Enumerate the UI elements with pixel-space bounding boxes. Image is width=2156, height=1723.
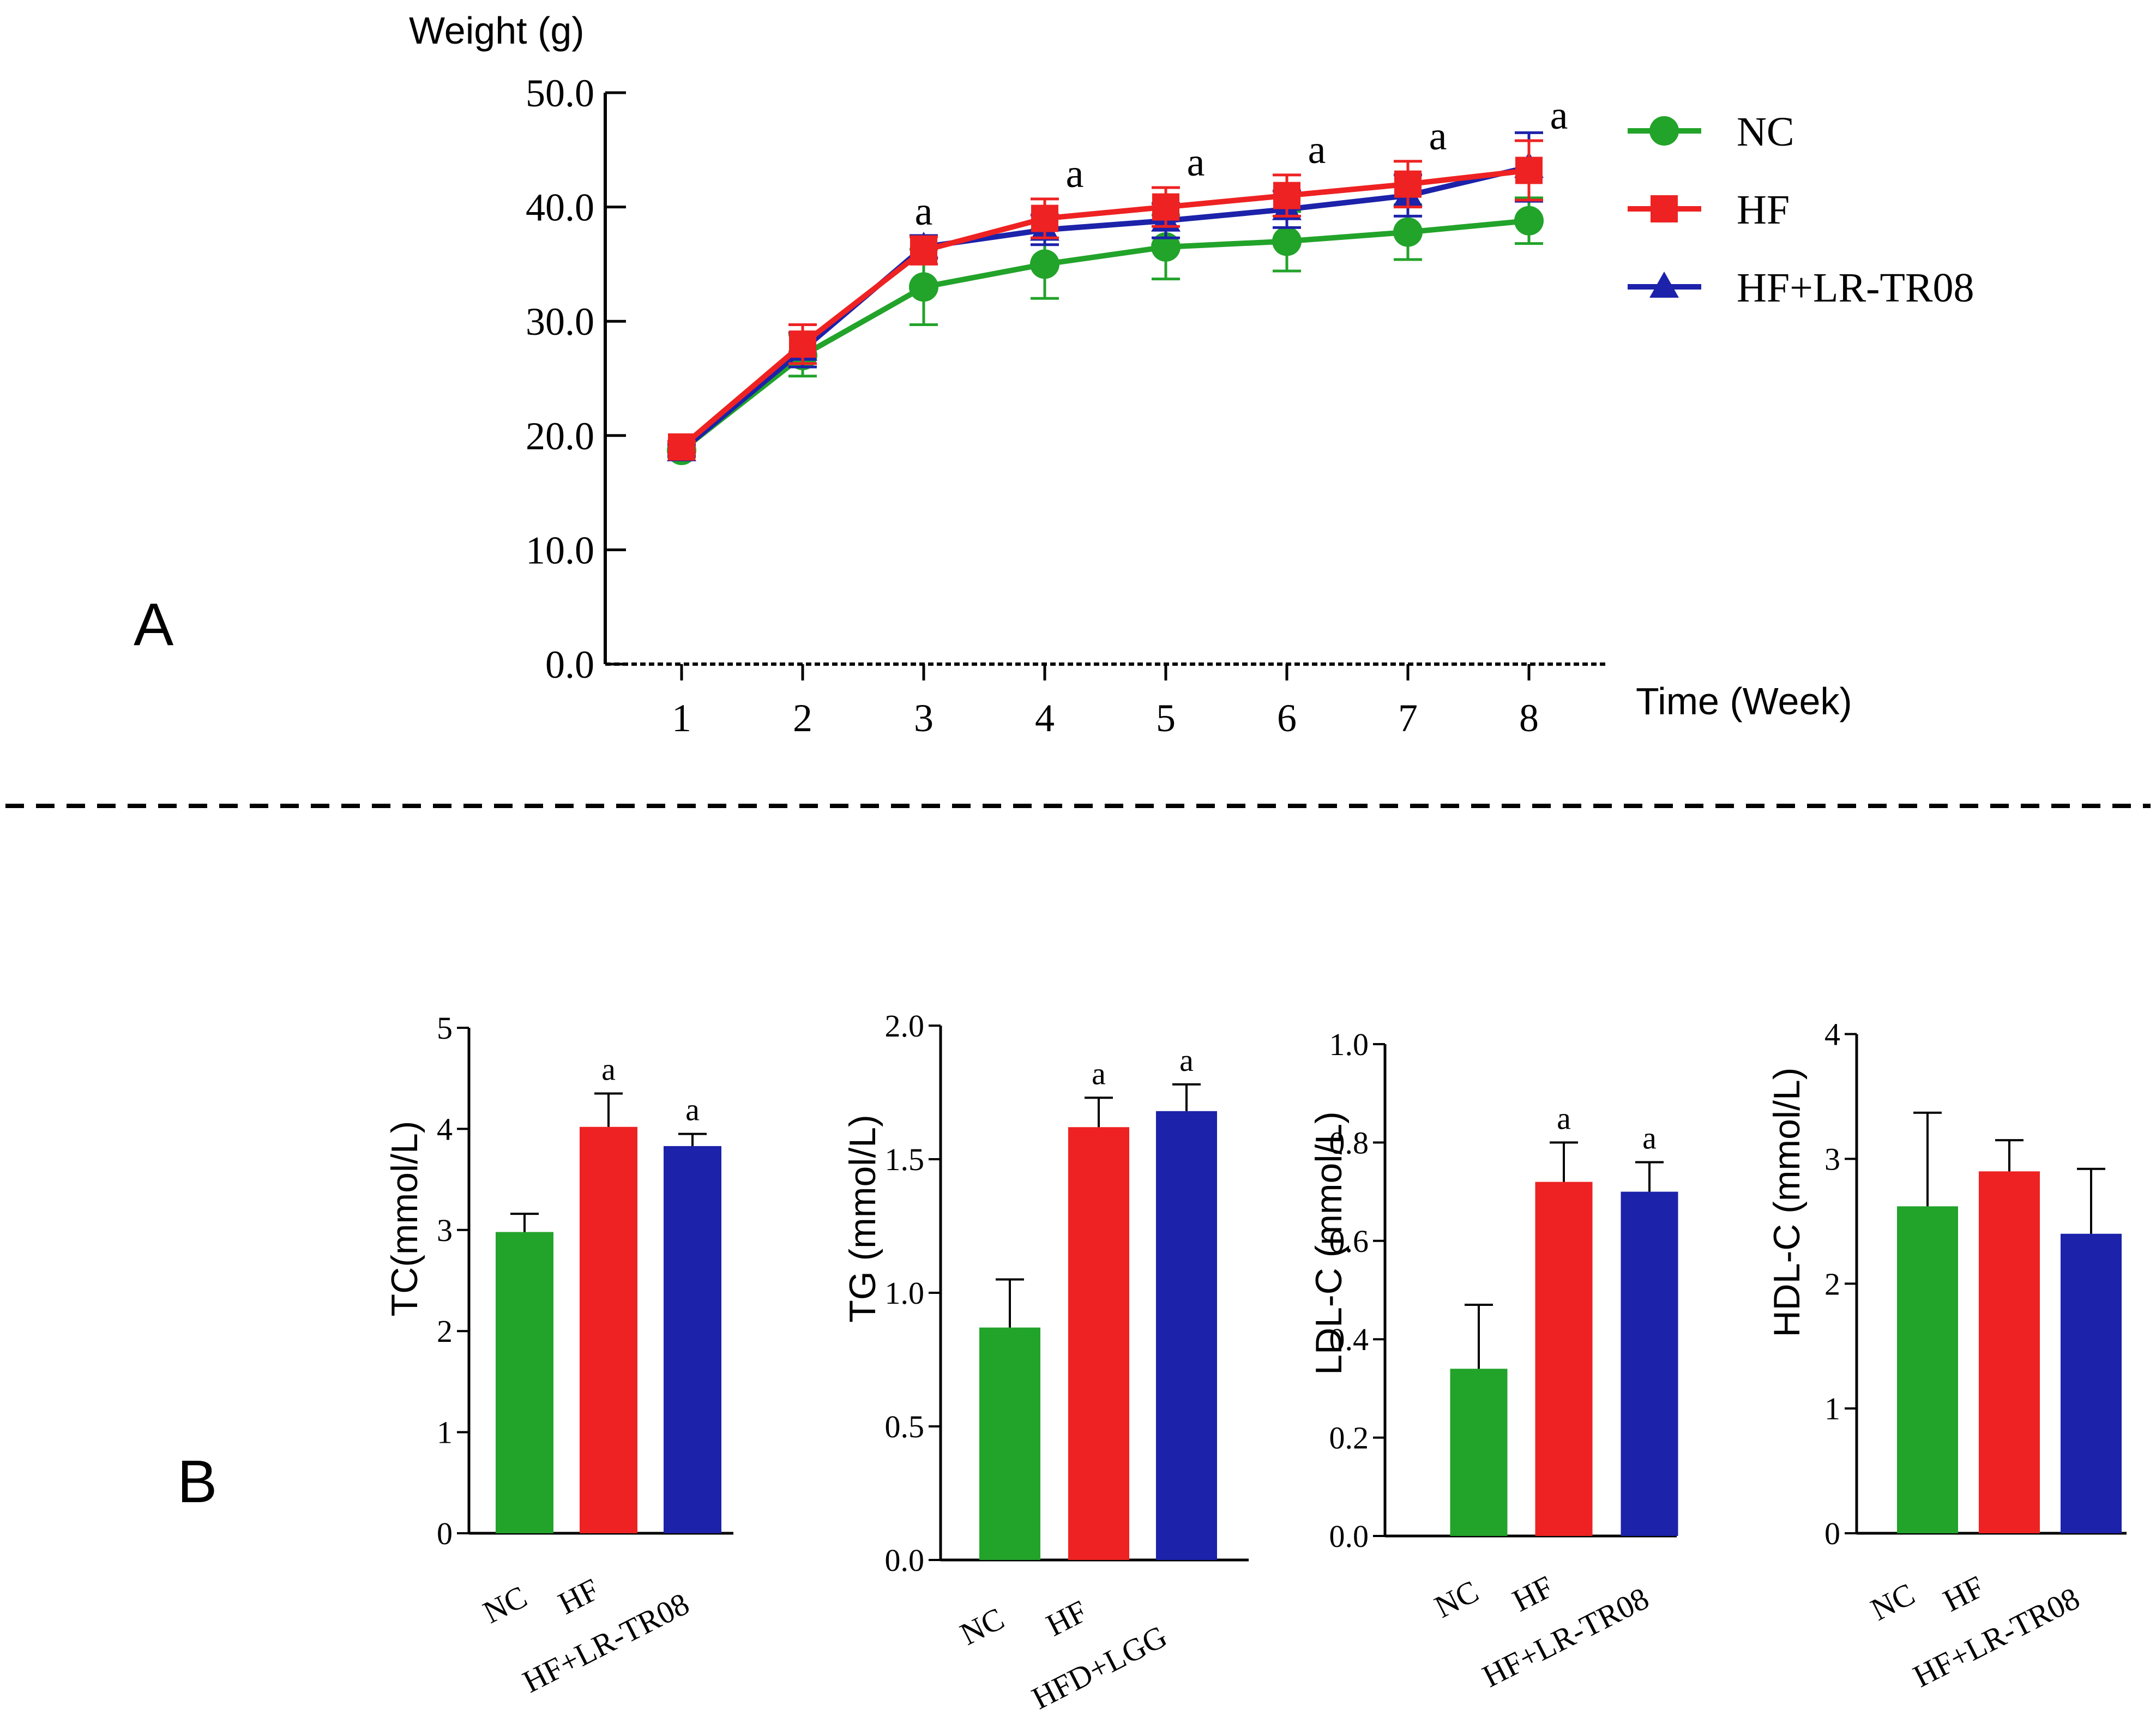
significance-label: a — [1308, 128, 1326, 172]
y-tick-label: 3 — [437, 1213, 453, 1248]
data-point — [1393, 217, 1423, 247]
y-tick-label: 4 — [437, 1111, 453, 1147]
y-tick-label: 3 — [1824, 1141, 1840, 1177]
data-point — [910, 237, 937, 264]
y-tick-label: 0.6 — [1329, 1224, 1369, 1259]
significance-label: a — [1557, 1100, 1571, 1136]
bar-hf — [1535, 1182, 1593, 1536]
y-axis-title: Weight (g) — [409, 9, 585, 52]
y-tick-label: 0 — [1824, 1516, 1840, 1551]
data-point — [1151, 232, 1181, 262]
y-tick-label: 4 — [1824, 1017, 1840, 1052]
series-line-nc — [679, 218, 1529, 453]
significance-label: a — [1066, 152, 1084, 196]
legend-label: HF — [1737, 187, 1790, 233]
y-tick-label: 2 — [437, 1314, 453, 1349]
data-point — [1515, 156, 1543, 184]
significance-label: a — [685, 1092, 700, 1128]
legend-entry-hf-lr-tr08: HF+LR-TR08 — [1628, 265, 1974, 311]
data-point — [1031, 204, 1058, 232]
x-axis-title: Time (Week) — [1636, 680, 1852, 722]
y-tick-label: 10.0 — [526, 528, 594, 572]
y-tick-label: 2 — [1824, 1266, 1840, 1302]
data-point — [1273, 182, 1300, 209]
x-tick-label: 3 — [914, 696, 934, 740]
x-tick-label: 6 — [1277, 696, 1297, 740]
y-tick-label: 0.8 — [1329, 1125, 1369, 1160]
y-tick-label: 30.0 — [526, 300, 594, 344]
y-tick-label: 0.0 — [545, 643, 594, 686]
bar-hf-lr-tr08 — [1621, 1191, 1678, 1536]
bar-nc — [1450, 1369, 1508, 1536]
x-tick-label: 5 — [1156, 696, 1176, 740]
panel-a-label: A — [134, 591, 174, 658]
y-tick-label: 40.0 — [526, 186, 594, 230]
weight-line-chart: 0.0 10.0 20.0 30.0 40.0 50.0 1 2 3 4 5 6 7 8 Weight (g… — [409, 9, 1974, 740]
series-hf — [667, 139, 1543, 461]
significance-label: a — [601, 1052, 616, 1087]
legend-label: HF+LR-TR08 — [1737, 265, 1974, 311]
y-axis-title: TG (mmol/L) — [842, 1114, 883, 1323]
y-tick-label: 5 — [437, 1010, 453, 1046]
x-tick-label: 4 — [1035, 696, 1055, 740]
data-point — [1272, 226, 1302, 256]
legend-marker — [1649, 116, 1679, 146]
y-tick-label: 2.0 — [885, 1008, 925, 1044]
y-axis-title: HDL-C (mmol/L) — [1766, 1068, 1808, 1338]
y-tick-label: 0.0 — [1329, 1519, 1369, 1554]
y-tick-label: 1 — [437, 1415, 453, 1450]
legend-marker — [1651, 195, 1678, 222]
y-axis-title: LDL-C (mmol/L) — [1308, 1111, 1350, 1375]
legend-label: NC — [1737, 109, 1794, 155]
x-tick-label: 1 — [672, 696, 691, 740]
y-tick-label: 0.5 — [885, 1409, 925, 1444]
bar-nc — [1897, 1206, 1958, 1533]
x-tick-label: 7 — [1398, 696, 1418, 740]
bar-nc — [496, 1232, 553, 1533]
significance-label: a — [1092, 1056, 1106, 1091]
significance-label: a — [1187, 140, 1205, 185]
y-tick-label: 1.0 — [1329, 1027, 1369, 1062]
data-point — [1514, 206, 1544, 236]
significance-label: a — [1179, 1043, 1194, 1078]
bar-hf-lr-tr08 — [664, 1146, 721, 1533]
data-point — [668, 433, 695, 461]
x-tick-label: 2 — [793, 696, 812, 740]
significance-label: a — [1642, 1120, 1657, 1155]
legend-marker — [1649, 272, 1679, 298]
data-point — [1030, 249, 1059, 279]
bar-hf — [1979, 1171, 2040, 1533]
bar-hf — [580, 1126, 637, 1533]
y-tick-label: 0.2 — [1329, 1420, 1369, 1456]
y-tick-label: 1.5 — [885, 1142, 925, 1177]
y-tick-label: 1.0 — [885, 1275, 925, 1311]
y-axis-title: TC(mmol/L) — [384, 1121, 425, 1317]
series-line-hf-lr-tr08 — [679, 164, 1530, 453]
significance-label: a — [1429, 114, 1447, 159]
y-tick-label: 1 — [1824, 1391, 1840, 1426]
data-point — [1152, 193, 1179, 221]
legend-entry-nc: NC — [1628, 109, 1794, 155]
bar-nc — [979, 1327, 1040, 1560]
bar-hf — [1068, 1127, 1129, 1560]
series-line-hf — [679, 167, 1529, 449]
y-tick-label: 20.0 — [526, 414, 594, 458]
x-tick-label: 8 — [1519, 696, 1539, 740]
bar-hf-lr-tr08 — [2061, 1233, 2122, 1533]
data-point — [1394, 170, 1422, 198]
legend-entry-hf: HF — [1628, 187, 1790, 233]
y-tick-label: 0.0 — [885, 1543, 925, 1578]
bar-hfd-lgg — [1156, 1111, 1217, 1560]
data-point — [909, 272, 938, 302]
panel-b-label: B — [177, 1448, 217, 1515]
y-tick-label: 0 — [437, 1516, 453, 1551]
significance-label: a — [1550, 93, 1568, 138]
y-tick-label: 50.0 — [526, 71, 594, 115]
data-point — [789, 330, 816, 358]
y-tick-label: 0.4 — [1329, 1322, 1369, 1357]
significance-label: a — [915, 189, 933, 234]
